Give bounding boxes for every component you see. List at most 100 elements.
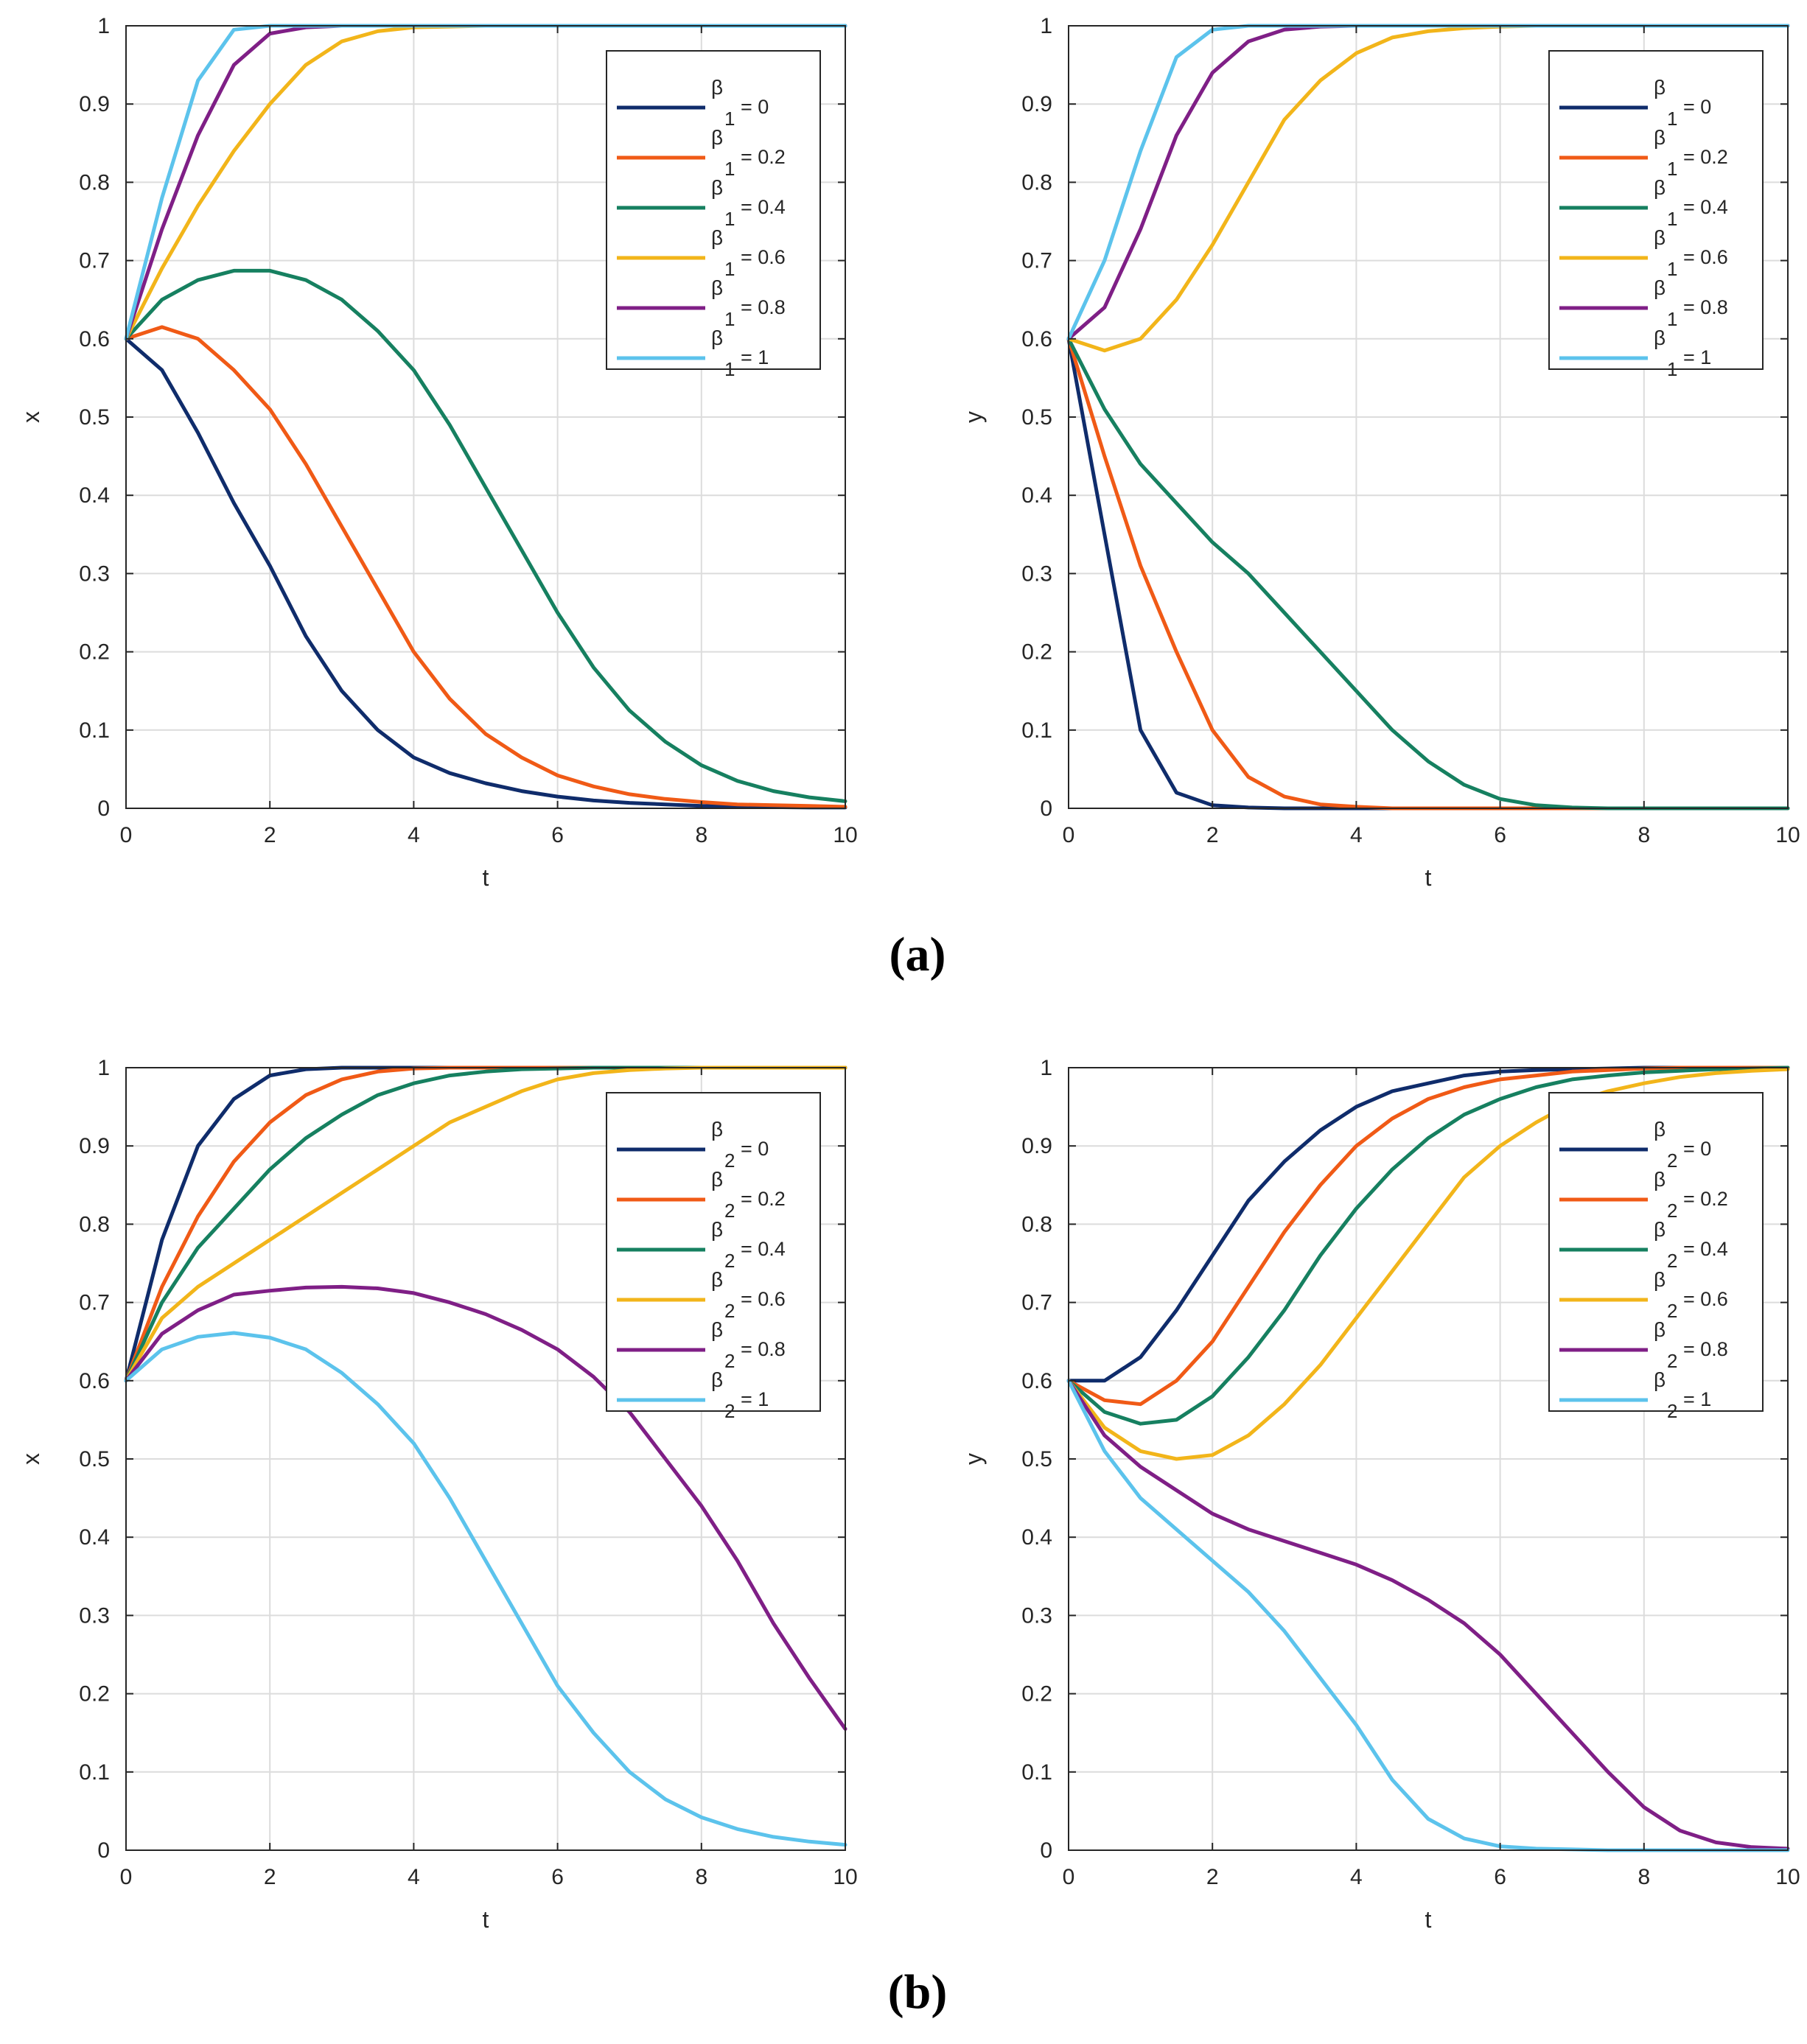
legend-symbol: β xyxy=(1654,1268,1666,1291)
y-tick-label: 0.3 xyxy=(79,561,110,586)
legend-symbol: β xyxy=(1654,1318,1666,1341)
legend-label: = 1 xyxy=(741,346,769,368)
chart-b-left: 0 2 4 6 8 1000.10.20.30.40.50.60.70.80.91txβ2… xyxy=(18,1056,858,1933)
legend-symbol: β xyxy=(711,1118,723,1141)
y-tick-label: 0.5 xyxy=(79,405,110,430)
legend-label: = 0.8 xyxy=(1683,1338,1728,1360)
legend-label: = 1 xyxy=(1683,346,1711,368)
chart-a-right: 0 2 4 6 8 1000.10.20.30.40.50.60.70.80.91tyβ1… xyxy=(960,14,1800,891)
caption-b: (b) xyxy=(887,1965,948,2019)
y-tick-label: 0.6 xyxy=(79,1369,110,1393)
y-tick-label: 1 xyxy=(1040,1056,1052,1080)
legend-subscript: 2 xyxy=(1667,1200,1677,1222)
legend-subscript: 1 xyxy=(724,258,735,280)
y-tick-label: 0.6 xyxy=(79,327,110,351)
legend-label: = 1 xyxy=(1683,1388,1711,1410)
x-tick-label: 6 xyxy=(1494,823,1506,847)
legend-item-6: β1 = 1 xyxy=(617,326,769,380)
legend-item-5: β1 = 0.8 xyxy=(1559,276,1728,330)
legend-subscript: 1 xyxy=(1667,308,1677,330)
legend-symbol: β xyxy=(1654,276,1666,299)
x-tick-label: 8 xyxy=(695,1865,707,1889)
y-tick-label: 0.2 xyxy=(1021,640,1052,665)
legend-subscript: 2 xyxy=(724,1200,735,1222)
legend-item-4: β1 = 0.6 xyxy=(617,226,786,280)
legend-item-2: β2 = 0.2 xyxy=(1559,1168,1728,1222)
legend-label: = 0.8 xyxy=(741,1338,786,1360)
legend-symbol: β xyxy=(1654,76,1666,99)
series-line-4 xyxy=(1066,1067,1790,1461)
y-tick-label: 0.8 xyxy=(79,170,110,195)
y-tick-label: 0.7 xyxy=(1021,249,1052,273)
legend-subscript: 1 xyxy=(1667,108,1677,130)
y-axis-label: y xyxy=(960,411,987,423)
legend-box xyxy=(606,1092,821,1412)
legend-subscript: 2 xyxy=(1667,1350,1677,1372)
y-tick-label: 0.4 xyxy=(79,1525,110,1550)
series-line-5 xyxy=(124,1284,847,1731)
series-line-3 xyxy=(124,268,847,803)
x-tick-label: 2 xyxy=(264,1865,276,1889)
x-tick-label: 0 xyxy=(1063,1865,1075,1889)
legend-subscript: 1 xyxy=(1667,158,1677,180)
legend-symbol: β xyxy=(1654,226,1666,249)
y-tick-label: 0.4 xyxy=(1021,483,1052,508)
series-line-6 xyxy=(124,1331,847,1847)
legend-symbol: β xyxy=(1654,126,1666,149)
legend-label: = 0.6 xyxy=(741,1288,786,1310)
legend-subscript: 2 xyxy=(724,1149,735,1172)
legend-label: = 0.4 xyxy=(741,1238,786,1260)
legend-item-3: β1 = 0.4 xyxy=(1559,176,1728,230)
y-tick-label: 0.6 xyxy=(1021,1369,1052,1393)
legend-item-1: β2 = 0 xyxy=(617,1118,769,1172)
legend-box xyxy=(1548,50,1764,370)
legend-symbol: β xyxy=(1654,1118,1666,1141)
legend-subscript: 2 xyxy=(1667,1400,1677,1422)
y-tick-label: 0 xyxy=(97,1838,110,1863)
legend-box xyxy=(606,50,821,370)
y-tick-label: 1 xyxy=(97,1056,110,1080)
legend-item-6: β2 = 1 xyxy=(617,1368,769,1422)
legend-symbol: β xyxy=(1654,326,1666,349)
legend-subscript: 2 xyxy=(724,1350,735,1372)
x-tick-label: 0 xyxy=(120,1865,133,1889)
y-tick-label: 0.3 xyxy=(1021,561,1052,586)
legend-subscript: 2 xyxy=(1667,1300,1677,1322)
y-tick-label: 0.8 xyxy=(79,1212,110,1236)
legend-label: = 0.6 xyxy=(741,246,786,268)
y-tick-label: 0 xyxy=(1040,1838,1052,1863)
x-tick-label: 0 xyxy=(1063,823,1075,847)
y-tick-label: 1 xyxy=(97,14,110,38)
legend-label: = 0.2 xyxy=(1683,146,1728,168)
legend-symbol: β xyxy=(711,1318,723,1341)
legend: β1= 0β1= 0.2β1= 0.4β1= 0.6β1= 0.8β1= 1 xyxy=(1548,50,1764,380)
y-tick-label: 0.8 xyxy=(1021,1212,1052,1236)
legend-label: = 0.2 xyxy=(741,1188,786,1210)
chart-b-right: 0 2 4 6 8 1000.10.20.30.40.50.60.70.80.91tyβ2… xyxy=(960,1056,1800,1933)
legend-item-3: β1 = 0.4 xyxy=(617,176,786,230)
x-tick-label: 10 xyxy=(1775,1865,1800,1889)
legend-item-1: β1 = 0 xyxy=(617,76,769,130)
legend: β2= 0β2= 0.2β2= 0.4β2= 0.6β2= 0.8β2= 1 xyxy=(606,1092,821,1422)
legend-subscript: 2 xyxy=(1667,1250,1677,1272)
y-tick-label: 0.5 xyxy=(1021,405,1052,430)
legend-label: = 0.4 xyxy=(1683,1238,1728,1260)
y-tick-label: 0.9 xyxy=(79,1134,110,1158)
chart-a-left: 0 2 4 6 8 1000.10.20.30.40.50.60.70.80.91txβ1… xyxy=(18,14,858,891)
legend-item-6: β2 = 1 xyxy=(1559,1368,1711,1422)
legend-subscript: 1 xyxy=(1667,208,1677,230)
legend-symbol: β xyxy=(711,276,723,299)
series-line-5 xyxy=(1066,1379,1790,1851)
x-tick-label: 10 xyxy=(833,823,857,847)
legend-subscript: 1 xyxy=(1667,358,1677,380)
legend: β2= 0β2= 0.2β2= 0.4β2= 0.6β2= 0.8β2= 1 xyxy=(1548,1092,1764,1422)
legend-label: = 0.6 xyxy=(1683,246,1728,268)
legend-label: = 0.4 xyxy=(1683,196,1728,218)
x-tick-label: 4 xyxy=(1350,823,1363,847)
legend: β1= 0β1= 0.2β1= 0.4β1= 0.6β1= 0.8β1= 1 xyxy=(606,50,821,380)
y-tick-label: 0.3 xyxy=(79,1603,110,1628)
x-axis-label: t xyxy=(483,864,489,891)
legend-subscript: 2 xyxy=(1667,1149,1677,1172)
legend-label: = 0.2 xyxy=(1683,1188,1728,1210)
y-tick-label: 0.3 xyxy=(1021,1603,1052,1628)
